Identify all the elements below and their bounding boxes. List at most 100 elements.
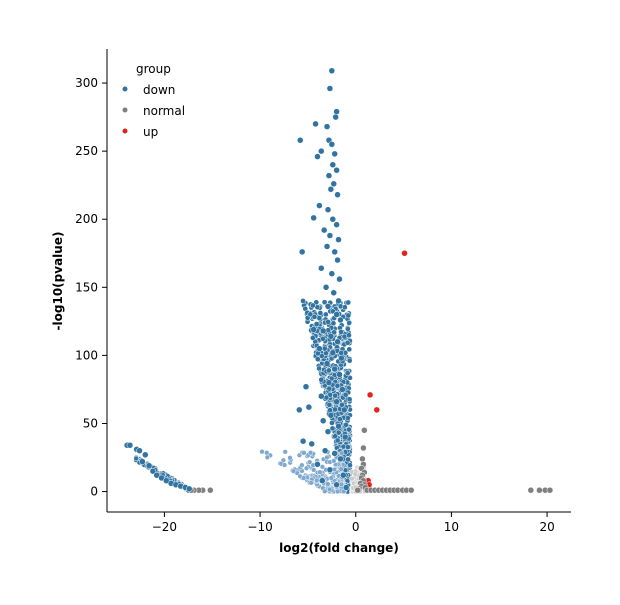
point-down bbox=[329, 161, 337, 168]
point-down bbox=[336, 275, 343, 283]
point-down bbox=[338, 466, 344, 472]
point-down bbox=[330, 180, 337, 188]
point-down bbox=[323, 360, 331, 367]
point-down bbox=[310, 326, 317, 333]
legend-label-down: down bbox=[143, 83, 175, 97]
point-down bbox=[149, 467, 157, 475]
point-down bbox=[311, 467, 317, 473]
x-tick-label: 10 bbox=[444, 520, 459, 534]
point-down bbox=[317, 469, 323, 475]
legend-marker-up bbox=[122, 128, 128, 134]
point-down bbox=[332, 433, 339, 440]
point-down bbox=[344, 339, 351, 346]
point-down bbox=[318, 353, 325, 359]
point-down bbox=[332, 113, 339, 121]
point-down bbox=[335, 488, 341, 495]
point-down bbox=[326, 85, 334, 92]
point-down bbox=[334, 437, 341, 444]
point-down bbox=[322, 488, 328, 494]
point-down bbox=[346, 346, 353, 353]
point-down bbox=[326, 367, 332, 374]
point-normal bbox=[360, 444, 367, 452]
point-down bbox=[345, 299, 352, 306]
point-down bbox=[345, 456, 351, 463]
point-down bbox=[341, 406, 348, 414]
point-down bbox=[333, 398, 340, 405]
point-down bbox=[335, 236, 342, 243]
point-normal bbox=[349, 476, 355, 482]
point-down bbox=[329, 215, 337, 223]
point-down bbox=[324, 206, 332, 213]
point-down bbox=[186, 485, 193, 493]
point-down bbox=[314, 153, 321, 160]
point-down bbox=[319, 477, 326, 484]
point-down bbox=[312, 120, 319, 128]
x-axis-label: log2(fold change) bbox=[279, 541, 399, 555]
point-down bbox=[136, 447, 143, 454]
point-down bbox=[318, 147, 325, 155]
point-down bbox=[331, 450, 338, 457]
point-down bbox=[300, 298, 306, 304]
point-down bbox=[297, 136, 304, 144]
point-down bbox=[333, 481, 340, 489]
point-down bbox=[319, 417, 327, 425]
point-down bbox=[331, 248, 338, 256]
point-down bbox=[139, 458, 146, 465]
point-down bbox=[346, 320, 352, 326]
point-down bbox=[318, 393, 325, 400]
point-normal bbox=[546, 486, 554, 494]
point-down bbox=[337, 316, 344, 324]
point-down bbox=[339, 450, 345, 456]
x-tick-label: −20 bbox=[152, 520, 177, 534]
point-down bbox=[345, 444, 351, 450]
point-up bbox=[366, 391, 374, 399]
point-down bbox=[318, 264, 325, 272]
point-down bbox=[338, 481, 345, 488]
point-down bbox=[327, 333, 335, 340]
point-down bbox=[343, 421, 349, 428]
point-down bbox=[344, 370, 351, 377]
point-down bbox=[334, 191, 341, 198]
point-normal bbox=[359, 455, 366, 463]
point-down bbox=[340, 471, 347, 479]
point-down bbox=[328, 270, 336, 277]
point-down bbox=[158, 474, 165, 482]
point-down bbox=[308, 440, 315, 448]
point-down bbox=[346, 357, 353, 364]
point-down bbox=[325, 319, 332, 325]
point-down bbox=[337, 455, 344, 463]
point-down bbox=[338, 329, 344, 335]
point-down bbox=[329, 425, 336, 432]
point-down bbox=[345, 326, 351, 332]
point-down bbox=[287, 455, 293, 461]
point-up bbox=[373, 406, 381, 414]
point-down bbox=[346, 332, 352, 339]
point-normal bbox=[536, 486, 543, 494]
point-down bbox=[309, 335, 316, 341]
point-down bbox=[328, 67, 336, 75]
point-down bbox=[323, 394, 330, 401]
point-down bbox=[310, 302, 316, 309]
point-normal bbox=[352, 471, 359, 477]
point-down bbox=[307, 450, 314, 456]
point-normal bbox=[407, 486, 415, 494]
point-down bbox=[324, 428, 332, 435]
point-down bbox=[324, 303, 332, 310]
point-down bbox=[153, 471, 160, 479]
point-down bbox=[325, 379, 333, 386]
y-tick-label: 250 bbox=[75, 144, 98, 158]
point-down bbox=[335, 429, 342, 436]
point-down bbox=[313, 321, 320, 327]
scatter-points bbox=[123, 67, 554, 495]
point-down bbox=[126, 442, 134, 449]
legend-marker-down bbox=[122, 86, 128, 92]
point-down bbox=[142, 451, 149, 459]
point-down bbox=[330, 289, 337, 297]
point-down bbox=[281, 462, 288, 468]
point-down bbox=[327, 407, 333, 414]
point-down bbox=[321, 299, 328, 306]
point-down bbox=[324, 454, 330, 461]
point-down bbox=[331, 329, 337, 336]
point-down bbox=[333, 311, 340, 318]
